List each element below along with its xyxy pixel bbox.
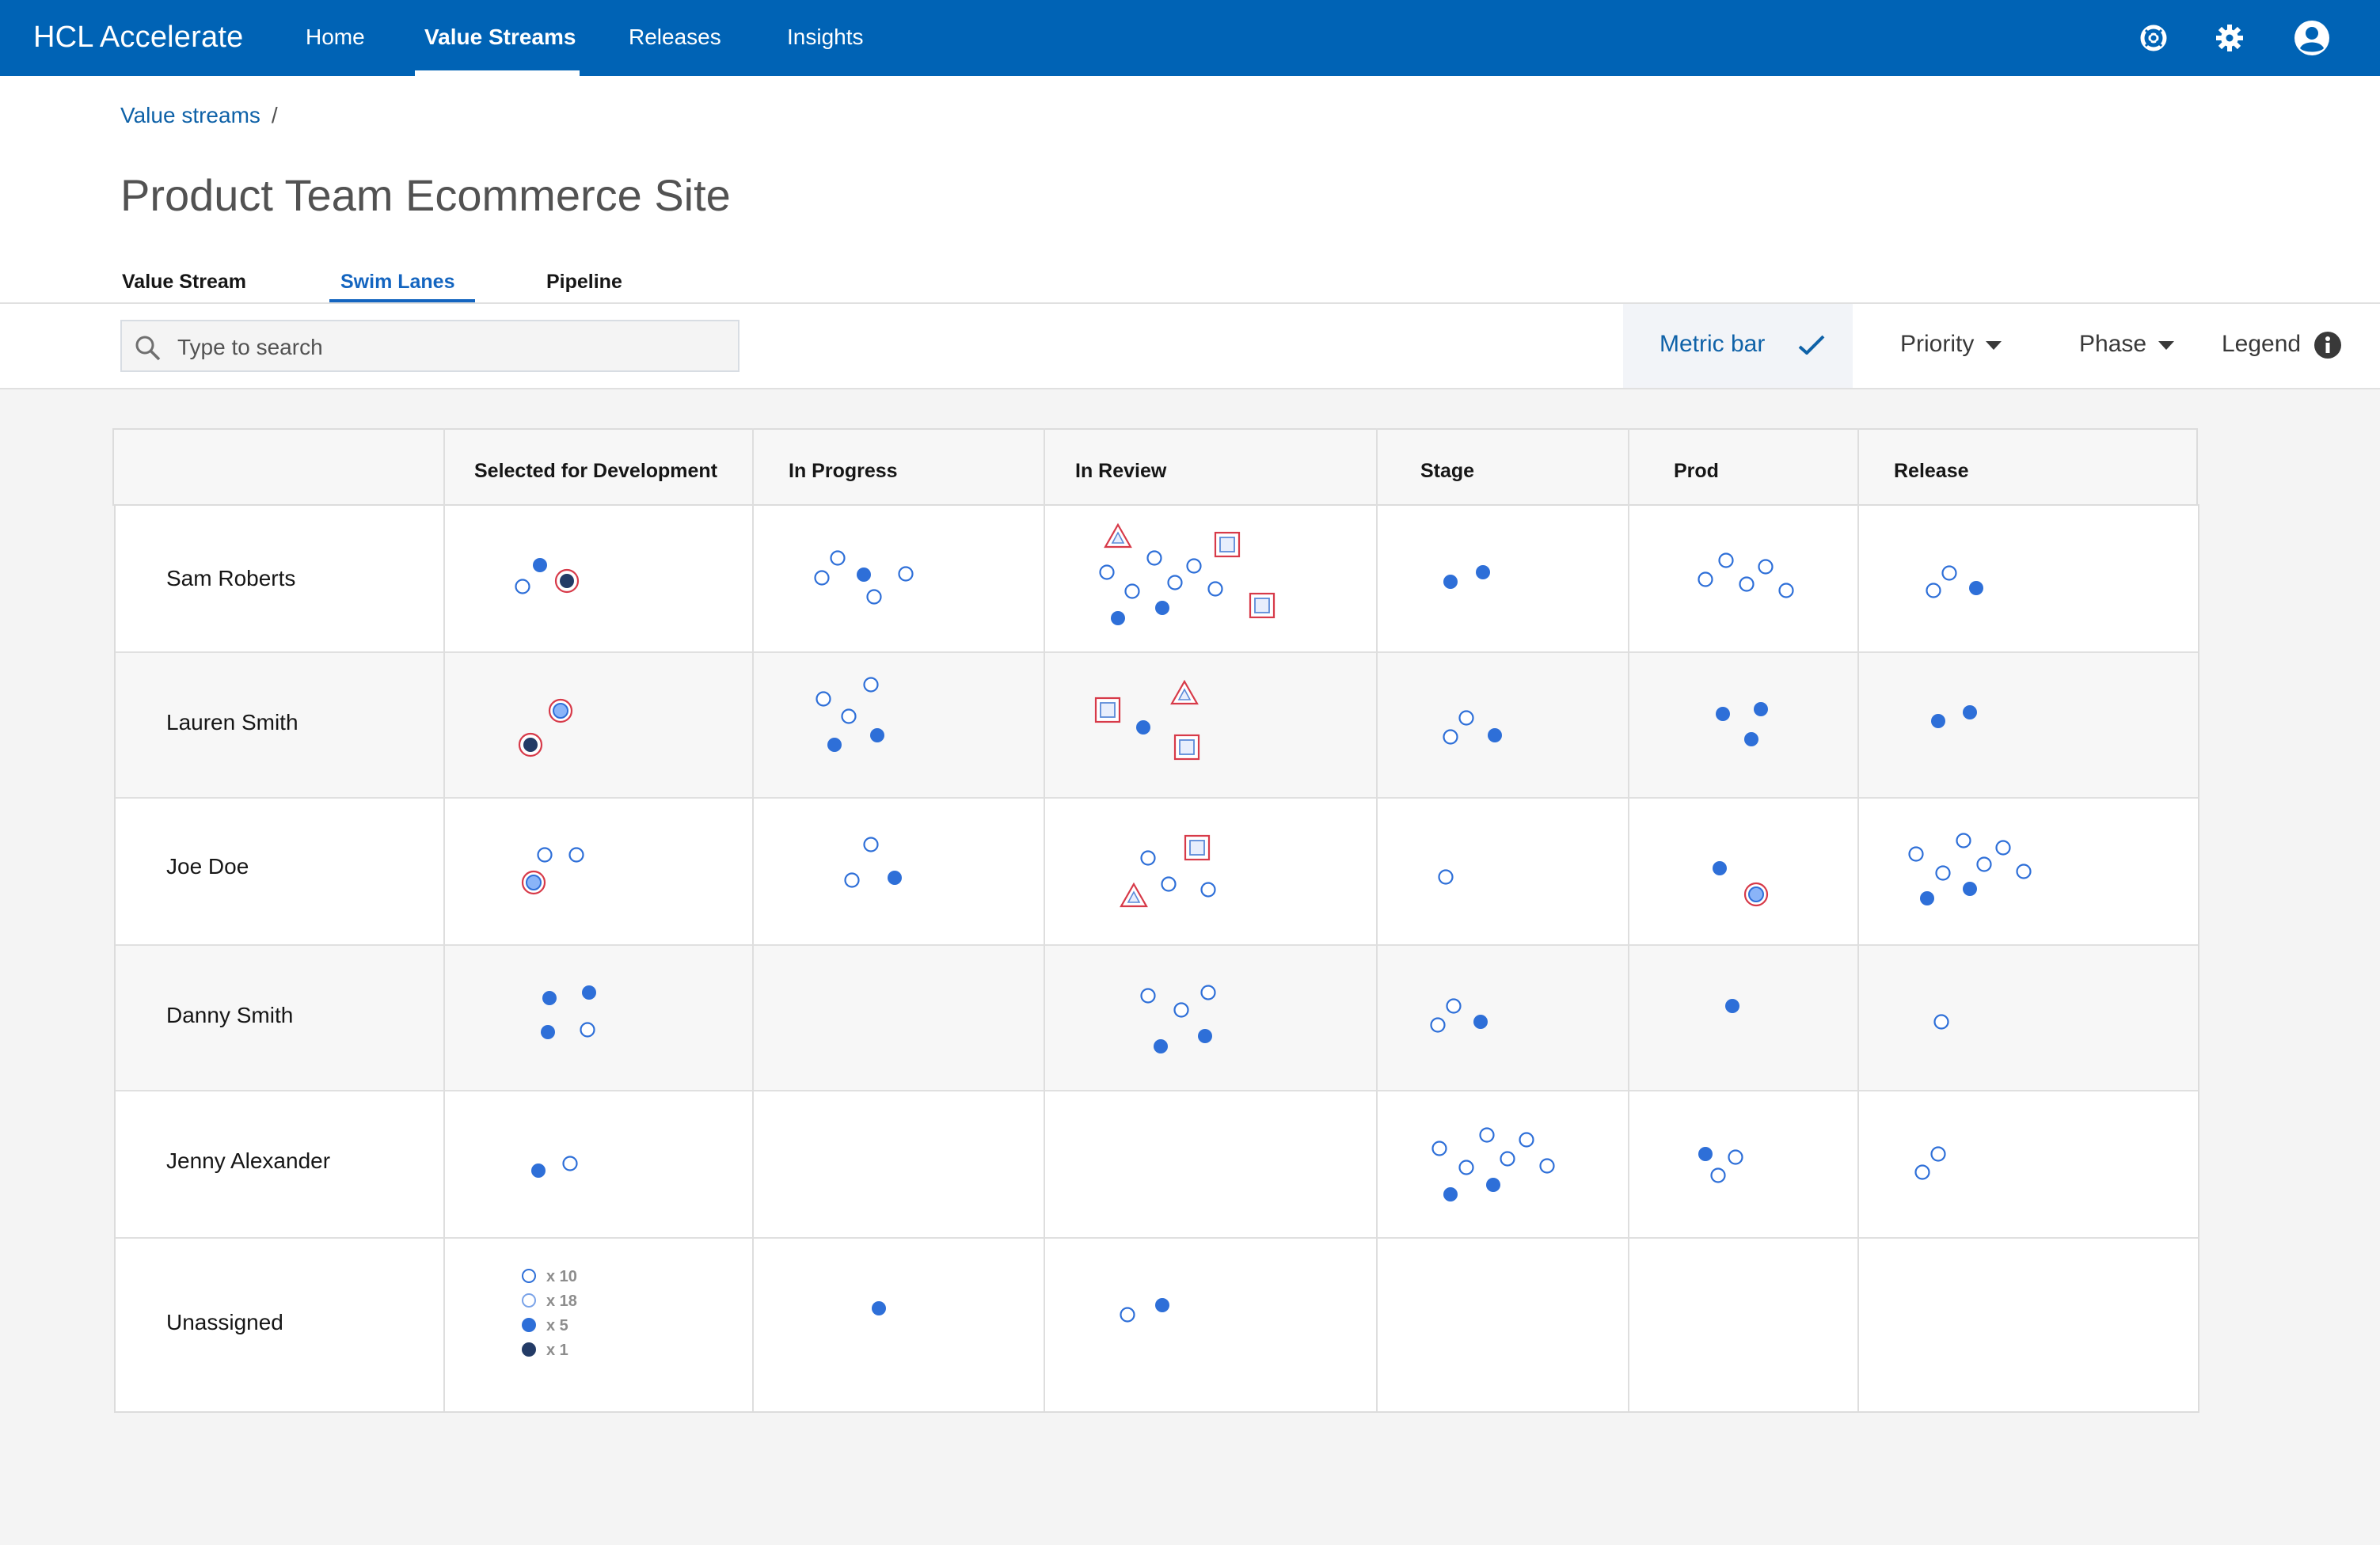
marker-group-lauren-smith[interactable] xyxy=(518,677,1977,761)
tab-active-indicator xyxy=(329,299,475,302)
lane-row: Lauren Smith xyxy=(116,653,2199,799)
search-icon xyxy=(135,336,161,361)
nav-active-indicator xyxy=(415,70,580,76)
work-item-markers: x 10 x 18 x 5 x 1 xyxy=(515,523,2032,1359)
lane-row: Jenny Alexander xyxy=(116,1091,2199,1239)
help-icon[interactable] xyxy=(2138,22,2169,54)
column-header-stage: Stage xyxy=(1420,460,1475,482)
lane-name: Joe Doe xyxy=(166,854,249,879)
brand-logo[interactable]: HCL Accelerate xyxy=(33,21,244,54)
column-header-prod: Prod xyxy=(1674,460,1719,482)
lane-row: Danny Smith xyxy=(116,946,2199,1091)
metric-bar-label: Metric bar xyxy=(1660,331,1766,357)
caret-down-icon xyxy=(1986,341,2002,351)
gear-icon[interactable] xyxy=(2214,22,2245,54)
legend-button[interactable]: Legend xyxy=(2222,331,2302,357)
lane-row: Unassigned xyxy=(116,1239,2199,1413)
nav-insights[interactable]: Insights xyxy=(787,25,864,49)
tab-value-stream[interactable]: Value Stream xyxy=(122,271,247,293)
lane-name: Lauren Smith xyxy=(166,710,298,735)
marker-group-sam-roberts[interactable] xyxy=(515,523,1984,625)
column-header-in-review: In Review xyxy=(1075,460,1167,482)
phase-label: Phase xyxy=(2079,331,2147,357)
search-box xyxy=(120,320,739,372)
search-input[interactable] xyxy=(176,331,725,364)
marker-count-legend: x 10 x 18 x 5 x 1 xyxy=(522,1268,577,1359)
phase-dropdown[interactable]: Phase xyxy=(2079,331,2175,358)
column-divider xyxy=(1376,428,1378,1413)
lane-name: Sam Roberts xyxy=(166,566,296,590)
info-icon[interactable] xyxy=(2313,331,2342,359)
marker-group-joe-doe[interactable] xyxy=(521,833,2032,908)
breadcrumb: Value streams / xyxy=(120,103,278,128)
user-icon[interactable] xyxy=(2293,19,2331,57)
column-header-selected: Selected for Development xyxy=(474,460,718,482)
breadcrumb-value-streams[interactable]: Value streams xyxy=(120,103,260,127)
marker-group-unassigned[interactable] xyxy=(872,1298,1169,1323)
legend-count-filled: x 5 xyxy=(546,1317,568,1334)
tab-swim-lanes[interactable]: Swim Lanes xyxy=(340,271,455,293)
nav-releases[interactable]: Releases xyxy=(629,25,721,49)
marker-group-jenny-alexander[interactable] xyxy=(531,1127,1946,1202)
grid-header-row: Selected for Development In Progress In … xyxy=(112,428,2198,506)
caret-down-icon xyxy=(2158,341,2175,351)
nav-value-streams[interactable]: Value Streams xyxy=(424,25,576,49)
column-divider xyxy=(1044,428,1045,1413)
legend-count-open: x 10 xyxy=(546,1268,577,1285)
top-navigation-bar: HCL Accelerate Home Value Streams Releas… xyxy=(0,0,2380,76)
chevron-up-icon xyxy=(1798,335,1825,355)
nav-home[interactable]: Home xyxy=(306,25,365,49)
lane-name: Jenny Alexander xyxy=(166,1148,331,1173)
page-header xyxy=(0,76,2380,302)
priority-dropdown[interactable]: Priority xyxy=(1900,331,2002,358)
column-header-release: Release xyxy=(1894,460,1969,482)
priority-label: Priority xyxy=(1900,331,1975,357)
page-title: Product Team Ecommerce Site xyxy=(120,170,731,220)
legend-count-dark: x 1 xyxy=(546,1342,568,1359)
column-divider xyxy=(752,428,754,1413)
column-divider xyxy=(443,428,445,1413)
swim-lane-grid: Selected for Development In Progress In … xyxy=(112,428,2199,1413)
breadcrumb-separator: / xyxy=(271,103,278,127)
legend-count-open-light: x 18 xyxy=(546,1293,577,1310)
lane-name: Unassigned xyxy=(166,1310,283,1334)
metric-bar-button[interactable]: Metric bar xyxy=(1623,304,1853,388)
toolbar: Metric bar Priority Phase Legend xyxy=(0,302,2380,389)
lane-row: Joe Doe xyxy=(116,799,2199,946)
lane-row: Sam Roberts xyxy=(116,506,2199,653)
lane-name: Danny Smith xyxy=(166,1003,294,1027)
column-divider xyxy=(1628,428,1629,1413)
tab-pipeline[interactable]: Pipeline xyxy=(546,271,622,293)
column-header-in-progress: In Progress xyxy=(789,460,898,482)
marker-group-danny-smith[interactable] xyxy=(541,985,1949,1053)
column-divider xyxy=(1857,428,1859,1413)
